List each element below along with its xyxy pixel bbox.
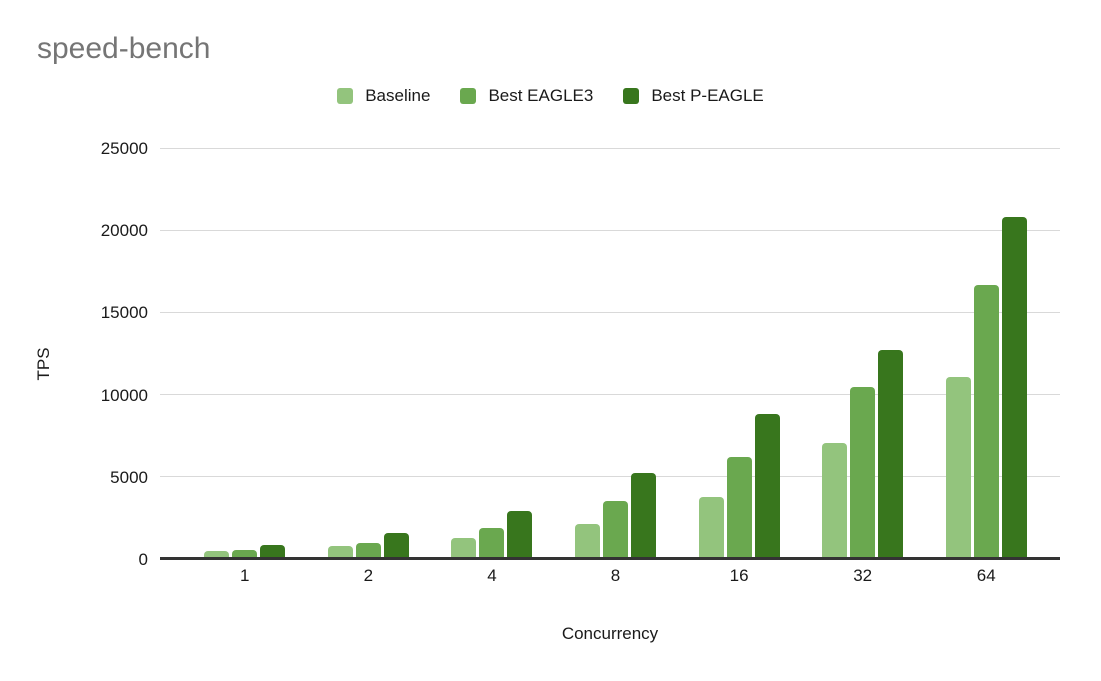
bar-best-eagle3-c16	[726, 457, 752, 559]
bar-best-p-eagle-c2	[383, 532, 409, 559]
bar-baseline-c8	[575, 524, 601, 559]
legend-item-baseline: Baseline	[337, 86, 430, 106]
x-tick-label-1: 1	[240, 566, 250, 585]
legend-label: Best EAGLE3	[488, 86, 594, 105]
bar-group-8	[554, 148, 678, 559]
x-tick-label-8: 8	[610, 566, 621, 585]
x-tick-label-16: 16	[729, 566, 749, 585]
bar-best-eagle3-c32	[850, 387, 876, 559]
bar-baseline-c16	[698, 497, 724, 559]
x-axis-labels: 1 2 4 8 16 32 64	[183, 566, 1048, 586]
x-tick-label-64: 64	[976, 566, 996, 585]
plot-area	[160, 147, 1060, 560]
y-tick-label-5000: 5000	[110, 467, 148, 487]
bar-best-eagle3-c8	[603, 500, 629, 559]
legend-label: Best P-EAGLE	[651, 86, 764, 105]
y-tick-label-0: 0	[138, 550, 148, 569]
legend-swatch	[460, 88, 477, 104]
y-tick-label-20000: 20000	[100, 221, 148, 241]
bar-best-eagle3-c1	[232, 549, 258, 559]
legend-swatch	[337, 88, 354, 104]
legend-item-best-p-eagle: Best P-EAGLE	[623, 86, 764, 106]
legend: Baseline Best EAGLE3 Best P-EAGLE	[0, 86, 1101, 106]
bar-best-p-eagle-c16	[754, 414, 780, 559]
bar-baseline-c2	[327, 545, 353, 559]
bar-group-2	[307, 148, 431, 559]
bar-baseline-c1	[204, 550, 230, 559]
gridline-5000	[160, 476, 1060, 478]
bar-best-eagle3-c64	[973, 285, 999, 559]
bar-baseline-c32	[822, 443, 848, 559]
chart-region: 0 5000 10000 15000 20000 25000	[0, 139, 1101, 569]
bar-best-p-eagle-c1	[260, 545, 286, 559]
y-axis-labels: 0 5000 10000 15000 20000 25000	[0, 139, 148, 569]
gridline-25000	[160, 147, 1060, 149]
x-axis-line	[160, 557, 1060, 560]
legend-swatch	[623, 88, 640, 104]
bar-group-1	[183, 148, 307, 559]
bar-group-16	[677, 148, 801, 559]
bar-best-eagle3-c4	[479, 527, 505, 559]
y-tick-label-25000: 25000	[100, 139, 148, 158]
y-tick-label-10000: 10000	[100, 385, 148, 405]
bar-best-p-eagle-c32	[878, 350, 904, 559]
bar-group-4	[430, 148, 554, 559]
bar-baseline-c4	[451, 538, 477, 559]
bar-best-eagle3-c2	[355, 543, 381, 559]
x-tick-label-2: 2	[363, 566, 374, 585]
gridline-15000	[160, 311, 1060, 313]
y-axis-title: TPS	[34, 347, 53, 381]
legend-label: Baseline	[365, 86, 431, 105]
bar-group-64	[924, 148, 1048, 559]
bar-best-p-eagle-c4	[507, 511, 533, 559]
x-tick-label-32: 32	[853, 566, 873, 585]
bar-best-p-eagle-c64	[1001, 217, 1027, 559]
page-title: speed-bench	[37, 32, 211, 65]
x-axis-title: Concurrency	[561, 624, 659, 643]
bar-baseline-c64	[945, 376, 971, 559]
legend-item-best-eagle3: Best EAGLE3	[460, 86, 593, 106]
gridline-20000	[160, 229, 1060, 231]
x-tick-label-4: 4	[487, 566, 497, 585]
gridline-10000	[160, 394, 1060, 396]
bar-group-32	[801, 148, 925, 559]
bar-best-p-eagle-c8	[631, 472, 657, 559]
y-tick-label-15000: 15000	[100, 303, 148, 323]
bar-groups	[183, 148, 1048, 559]
